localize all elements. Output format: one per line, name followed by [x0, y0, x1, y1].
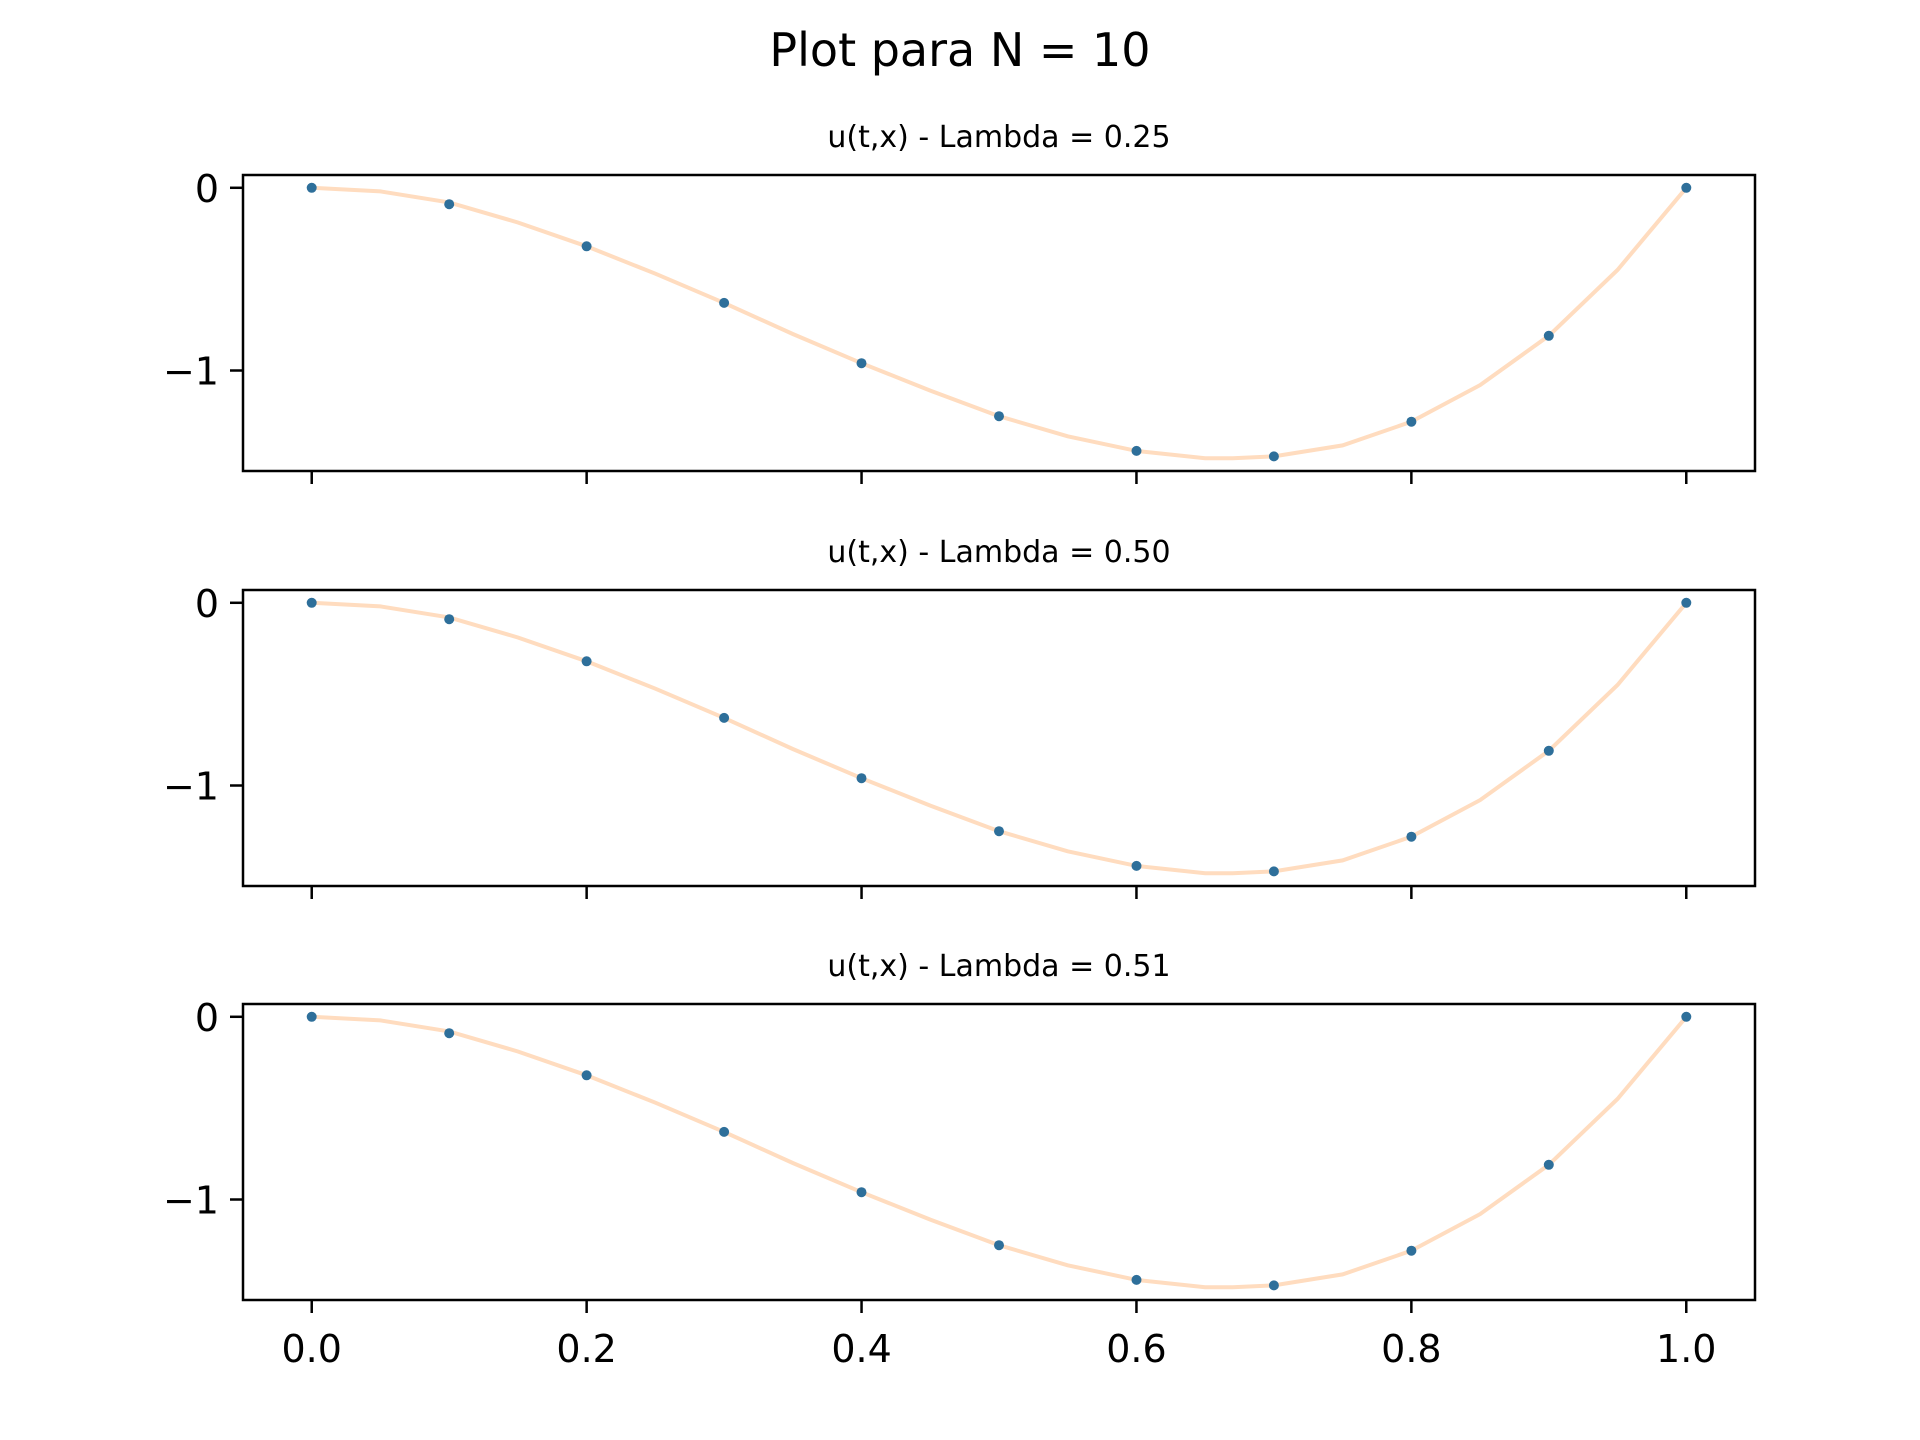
data-point	[1681, 1011, 1692, 1022]
subplot-3: u(t,x) - Lambda = 0.51 0.0 0.2 0.4 0.6 0.8 1.0…	[163, 949, 1757, 1371]
x-tick-label: 0.0	[282, 1327, 342, 1371]
data-point	[1131, 445, 1142, 456]
data-point	[1543, 330, 1554, 341]
subplot-title: u(t,x) - Lambda = 0.50	[827, 535, 1170, 570]
axes-frame	[241, 1002, 1757, 1302]
data-point	[1268, 1280, 1279, 1291]
series-line	[311, 185, 1688, 461]
data-point	[994, 411, 1004, 422]
data-point	[444, 1028, 455, 1039]
data-point	[306, 1011, 317, 1022]
data-point	[1543, 745, 1554, 756]
x-tick-label: 0.2	[556, 1327, 616, 1371]
data-point	[1406, 831, 1417, 842]
y-tick-label: −1	[163, 1179, 219, 1223]
data-point	[856, 773, 867, 784]
data-point	[994, 826, 1004, 837]
data-point	[1406, 1245, 1417, 1256]
y-tick-label: 0	[195, 996, 219, 1040]
data-point	[1268, 451, 1279, 462]
series-line	[311, 600, 1688, 876]
subplot-1: u(t,x) - Lambda = 0.25 0 −1	[163, 120, 1757, 484]
series-line	[311, 1014, 1688, 1290]
data-point	[1268, 866, 1279, 877]
subplot-2: u(t,x) - Lambda = 0.50 0 −1	[163, 535, 1757, 899]
figure-title: Plot para N = 10	[769, 23, 1150, 77]
axes-frame	[241, 588, 1757, 888]
data-point	[444, 614, 455, 625]
data-point	[856, 1187, 867, 1198]
y-tick-label: −1	[163, 350, 219, 394]
data-point	[1406, 416, 1417, 427]
data-point	[856, 358, 867, 369]
data-point	[581, 1070, 592, 1081]
data-point	[581, 656, 592, 667]
x-tick-label: 0.4	[831, 1327, 891, 1371]
x-tick-label: 1.0	[1656, 1327, 1716, 1371]
y-tick-label: 0	[195, 582, 219, 626]
data-point	[306, 597, 317, 608]
data-point	[1131, 860, 1142, 871]
axes-frame	[241, 173, 1757, 473]
data-point	[581, 241, 592, 252]
data-point	[1681, 597, 1692, 608]
data-point	[994, 1240, 1004, 1251]
subplots: u(t,x) - Lambda = 0.250−1u(t,x) - Lambda…	[163, 120, 1757, 1371]
x-tick-label: 0.6	[1106, 1327, 1166, 1371]
y-tick-label: 0	[195, 167, 219, 211]
data-point	[1131, 1274, 1142, 1285]
data-point	[719, 1126, 730, 1137]
data-point	[306, 182, 317, 193]
data-point	[1681, 182, 1692, 193]
subplot-title: u(t,x) - Lambda = 0.25	[827, 120, 1170, 155]
data-point	[444, 199, 455, 210]
y-tick-label: −1	[163, 765, 219, 809]
x-tick-label: 0.8	[1381, 1327, 1441, 1371]
data-point	[1543, 1159, 1554, 1170]
data-point	[719, 712, 730, 723]
data-point	[719, 297, 730, 308]
subplot-title: u(t,x) - Lambda = 0.51	[827, 949, 1170, 984]
